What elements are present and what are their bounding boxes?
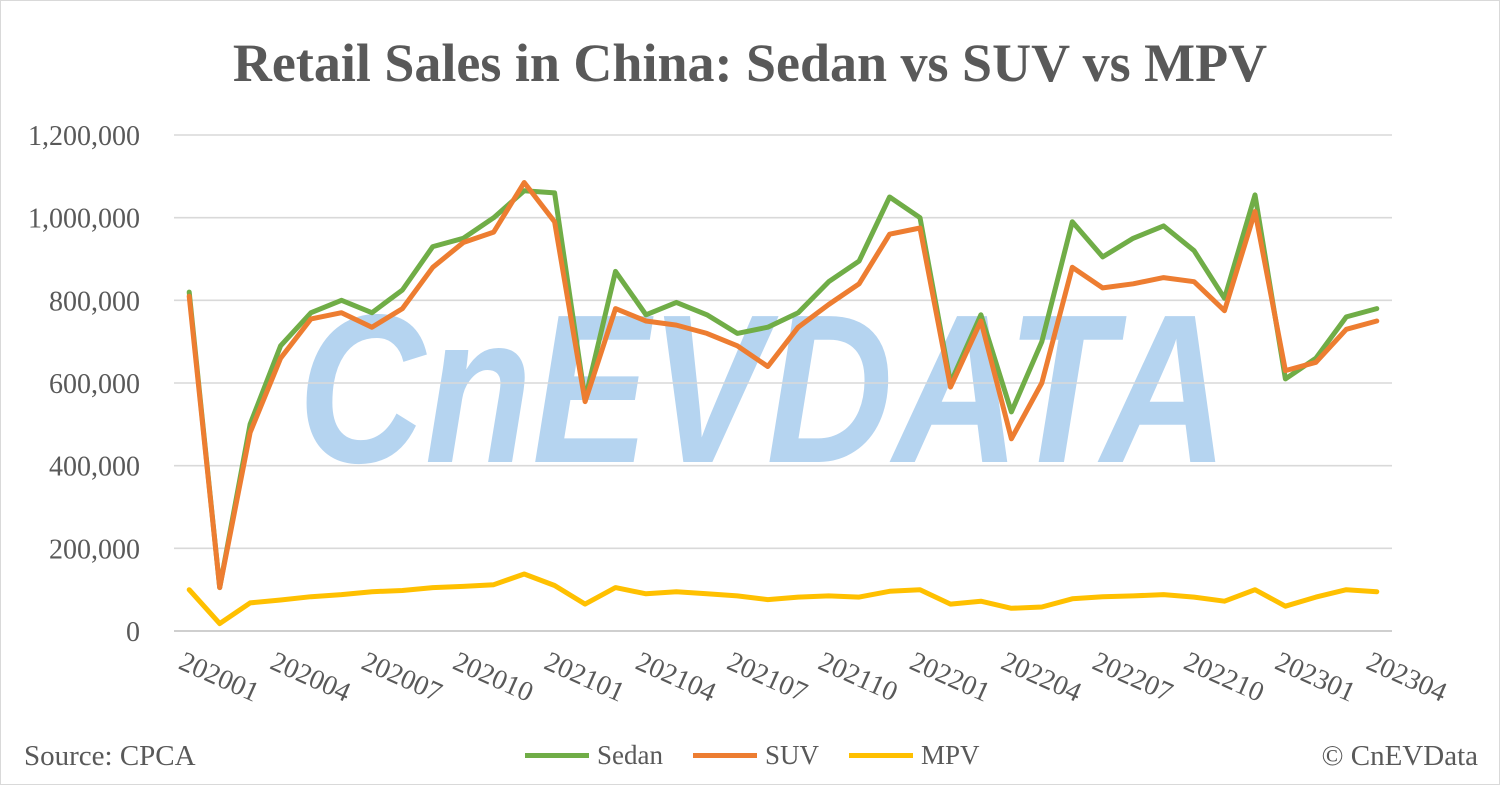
x-tick-label: 202210 (1179, 646, 1268, 708)
legend: Sedan SUV MPV (525, 737, 1010, 773)
x-tick-label: 202301 (1271, 646, 1360, 708)
y-tick-label: 200,000 (49, 534, 140, 565)
x-tick-label: 202204 (997, 646, 1086, 708)
x-tick-label: 202304 (1362, 646, 1451, 708)
legend-label-suv: SUV (764, 740, 819, 770)
y-tick-label: 600,000 (49, 369, 140, 400)
x-tick-label: 202107 (722, 646, 811, 708)
y-tick-label: 0 (126, 617, 140, 648)
x-tick-label: 202101 (540, 646, 629, 708)
legend-label-sedan: Sedan (597, 740, 663, 770)
gridlines (174, 134, 1392, 632)
legend-swatch-suv (692, 752, 757, 758)
x-tick-label: 202001 (174, 646, 263, 708)
x-tick-label: 202207 (1088, 646, 1177, 708)
series-line-sedan (186, 188, 1380, 591)
copyright-note: © CnEVData (1321, 740, 1478, 772)
watermark: CnEVDATA (298, 270, 1228, 507)
y-tick-label: 800,000 (49, 286, 140, 317)
source-note: Source: CPCA (24, 740, 196, 772)
y-tick-label: 1,000,000 (28, 204, 140, 235)
series-line-mpv (186, 571, 1380, 627)
series-line-suv (186, 180, 1380, 591)
x-tick-label: 202010 (448, 646, 537, 708)
legend-swatch-sedan (525, 752, 589, 758)
x-axis-ticks: 202001 202004 202007 202010 202101 202104 2021… (174, 646, 1451, 708)
legend-item-suv: SUV (692, 737, 819, 773)
legend-item-sedan: Sedan (525, 737, 663, 773)
y-axis-ticks: 0 200,000 400,000 600,000 800,000 1,000,000 1,… (28, 121, 140, 648)
x-tick-label: 202201 (905, 646, 994, 708)
x-tick-label: 202007 (357, 646, 446, 708)
y-tick-label: 400,000 (49, 452, 140, 483)
x-tick-label: 202110 (814, 646, 902, 708)
legend-swatch-mpv (849, 752, 913, 758)
legend-label-mpv: MPV (921, 740, 980, 770)
legend-item-mpv: MPV (849, 737, 980, 773)
x-tick-label: 202104 (631, 646, 720, 708)
x-tick-label: 202004 (266, 646, 355, 708)
watermark-text: CnEVDATA (298, 270, 1228, 507)
series-lines (186, 180, 1380, 627)
chart-title: Retail Sales in China: Sedan vs SUV vs M… (232, 33, 1268, 93)
y-tick-label: 1,200,000 (28, 121, 140, 152)
